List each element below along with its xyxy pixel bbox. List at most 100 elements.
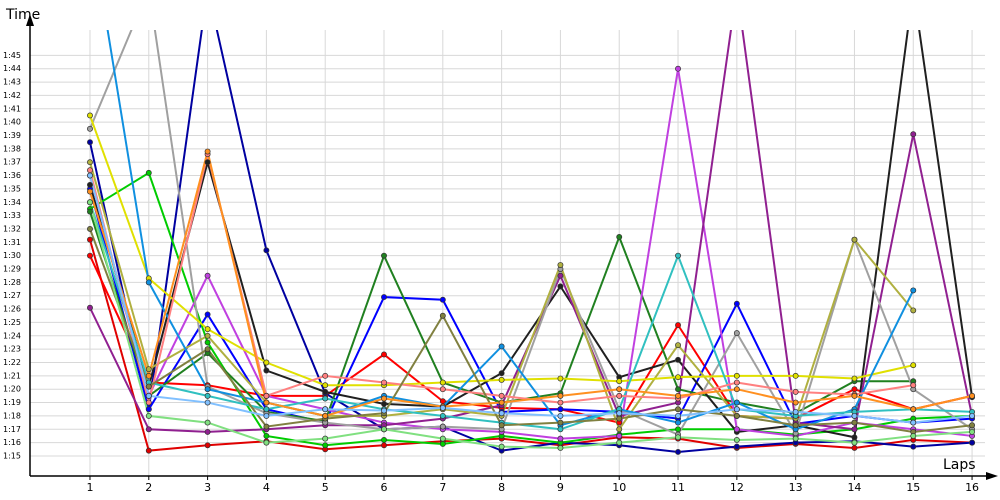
data-point [733, 399, 740, 406]
data-point [145, 426, 152, 433]
data-point [87, 188, 93, 195]
y-tick-label: 1:30 [3, 251, 21, 260]
data-point [145, 366, 152, 373]
data-point [204, 339, 211, 346]
data-point [733, 426, 740, 433]
data-point [675, 342, 681, 349]
x-tick-label: 10 [612, 481, 626, 494]
y-tick-label: 1:23 [3, 345, 21, 354]
data-point [87, 236, 93, 243]
x-tick-label: 3 [204, 481, 211, 494]
x-axis-arrow [986, 472, 998, 480]
y-tick-label: 1:36 [3, 171, 21, 180]
data-point [792, 422, 799, 429]
series-line [89, 68, 973, 440]
data-point [557, 262, 564, 268]
x-tick-label: 5 [322, 481, 329, 494]
data-point [675, 252, 681, 259]
data-point [498, 343, 505, 350]
y-tick-label: 1:33 [3, 211, 21, 220]
data-point [733, 300, 740, 307]
data-point [87, 252, 93, 259]
data-point [733, 379, 740, 386]
data-point [792, 388, 799, 395]
data-point [498, 376, 505, 383]
data-point [439, 398, 446, 405]
data-point [969, 412, 976, 419]
data-point [322, 406, 329, 413]
data-point [616, 386, 623, 393]
data-point [498, 399, 505, 406]
data-point [498, 443, 505, 450]
data-point [322, 382, 329, 389]
data-point [322, 388, 329, 395]
data-point [851, 434, 858, 441]
y-tick-label: 1:38 [3, 144, 21, 153]
data-point [381, 252, 387, 259]
data-point [851, 392, 858, 399]
data-point [557, 272, 564, 279]
data-point [851, 375, 858, 382]
data-point [675, 386, 681, 393]
data-point [910, 307, 917, 314]
data-point [87, 304, 93, 311]
data-point [87, 112, 93, 119]
data-point [733, 372, 740, 379]
data-point [145, 169, 152, 176]
data-point [733, 406, 740, 413]
data-point [381, 400, 387, 407]
data-point [851, 419, 858, 426]
y-tick-label: 1:22 [3, 358, 21, 367]
data-point [439, 412, 446, 419]
data-point [557, 412, 564, 419]
series-line [89, 228, 973, 433]
data-point [498, 410, 505, 417]
data-point [263, 247, 270, 254]
x-tick-label: 12 [730, 481, 744, 494]
data-point [204, 399, 211, 406]
data-point [498, 392, 505, 399]
x-tick-label: 11 [671, 481, 685, 494]
plot-area [87, 30, 976, 455]
data-point [204, 332, 211, 339]
x-tick-label: 1 [86, 481, 93, 494]
data-point [322, 412, 329, 419]
data-point [263, 399, 270, 406]
data-point [204, 392, 211, 399]
data-point [557, 426, 564, 433]
data-point [145, 372, 152, 379]
x-tick-label: 13 [789, 481, 803, 494]
y-tick-label: 1:39 [3, 131, 21, 140]
y-tick-label: 1:18 [3, 411, 21, 420]
data-point [969, 428, 976, 435]
data-point [439, 435, 446, 442]
series-line [89, 30, 973, 453]
data-point [616, 415, 623, 422]
y-tick-label: 1:16 [3, 438, 21, 447]
data-point [910, 406, 917, 413]
data-point [557, 392, 564, 399]
data-point [381, 294, 387, 301]
data-point [322, 395, 329, 402]
data-point [263, 412, 270, 419]
data-point [851, 445, 858, 451]
data-point [969, 422, 976, 429]
data-point [87, 125, 93, 132]
data-point [204, 311, 211, 318]
data-point [851, 439, 858, 446]
x-axis-label: Laps [943, 457, 976, 473]
data-point [498, 422, 505, 429]
data-point [910, 287, 917, 294]
data-point [204, 428, 211, 435]
data-point [381, 379, 387, 386]
data-point [87, 167, 93, 174]
y-axis-arrow [26, 14, 34, 26]
data-point [616, 378, 623, 385]
y-tick-label: 1:28 [3, 278, 21, 287]
data-point [557, 435, 564, 442]
data-point [910, 432, 917, 439]
y-tick-label: 1:19 [3, 398, 21, 407]
data-point [87, 226, 93, 232]
data-point [145, 412, 152, 419]
